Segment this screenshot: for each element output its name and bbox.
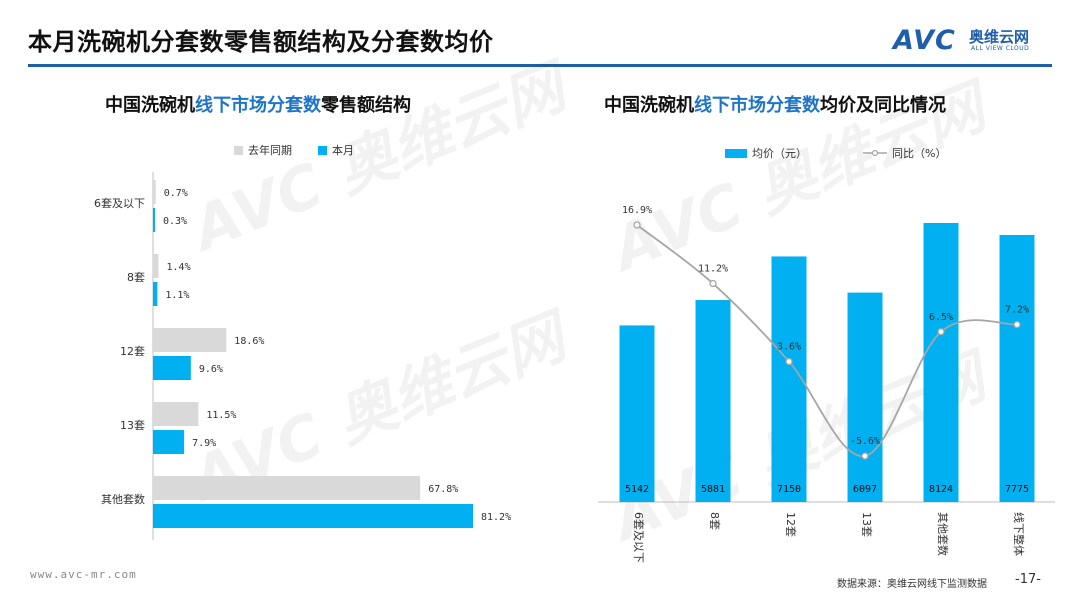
- right-title-part-3: 均价及同比情况: [820, 95, 946, 116]
- yoy-point: [937, 328, 945, 336]
- bar-last-year: [153, 402, 199, 426]
- bar-last-year: [153, 254, 159, 278]
- price-value-label: 5881: [701, 484, 725, 495]
- bar-this-month: [153, 208, 155, 232]
- bar-last-year: [153, 476, 421, 500]
- bar-this-month: [153, 282, 158, 306]
- price-value-label: 6097: [853, 484, 877, 495]
- legend-label-last-year: 去年同期: [248, 144, 292, 157]
- category-label: 其他套数: [936, 512, 949, 556]
- yoy-point: [1013, 320, 1021, 329]
- price-value-label: 5142: [625, 484, 649, 495]
- yoy-value-label: 3.6%: [777, 342, 801, 353]
- category-label: 13套: [860, 512, 873, 537]
- logo-chinese-name: 奥维云网: [969, 28, 1030, 46]
- yoy-point: [861, 452, 869, 460]
- category-label: 12套: [120, 345, 145, 358]
- right-title-part-2: 线下市场分套数: [694, 95, 820, 116]
- price-bar: [619, 325, 655, 502]
- category-label: 线下整体: [1012, 512, 1026, 556]
- legend-item-last-year: 去年同期: [234, 142, 292, 158]
- bar-last-year: [153, 328, 227, 352]
- bar-value-label: 81.2%: [481, 512, 511, 523]
- price-value-label: 7150: [777, 484, 801, 495]
- yoy-line: [636, 224, 1018, 457]
- logo-english-name: ALL VIEW CLOUD: [971, 45, 1030, 52]
- right-title-part-1: 中国洗碗机: [604, 95, 694, 116]
- yoy-point: [785, 357, 793, 366]
- legend-swatch-gray: [234, 145, 243, 155]
- left-chart-title: 中国洗碗机线下市场分套数零售额结构: [105, 91, 411, 117]
- bar-value-label: 1.1%: [165, 290, 189, 301]
- category-label: 其他套数: [101, 493, 145, 506]
- bar-value-label: 18.6%: [234, 336, 264, 347]
- bar-this-month: [153, 356, 191, 380]
- bar-value-label: 0.3%: [163, 216, 187, 227]
- legend-line-marker: [863, 149, 887, 157]
- legend-label-avg-price: 均价（元）: [752, 147, 807, 160]
- footer-url: www.avc-mr.com: [30, 568, 137, 581]
- legend-label-this-month: 本月: [332, 144, 354, 157]
- legend-label-yoy: 同比（%）: [892, 147, 947, 160]
- category-label: 12套: [784, 512, 797, 537]
- yoy-value-label: 7.2%: [1005, 305, 1029, 316]
- data-source-note: 数据来源：奥维云网线下监测数据: [837, 579, 987, 590]
- yoy-value-label: 11.2%: [698, 264, 728, 275]
- left-title-part-2: 线下市场分套数: [195, 95, 321, 116]
- price-value-label: 7775: [1005, 484, 1029, 495]
- page-number: -17-: [1015, 572, 1041, 587]
- bar-value-label: 11.5%: [206, 410, 236, 421]
- bar-value-label: 1.4%: [167, 262, 191, 273]
- category-label: 13套: [120, 419, 145, 432]
- legend-swatch-blue: [725, 148, 747, 158]
- bar-value-label: 9.6%: [199, 364, 223, 375]
- price-value-label: 8124: [929, 484, 953, 495]
- title-divider: [28, 64, 1052, 67]
- avc-logo: AVC 奥维云网 ALL VIEW CLOUD: [893, 25, 1053, 56]
- left-title-part-1: 中国洗碗机: [105, 95, 195, 116]
- logo-wordmark: AVC: [893, 25, 956, 56]
- legend-item-this-month: 本月: [318, 142, 354, 158]
- left-title-part-3: 零售额结构: [321, 95, 411, 116]
- price-bar: [923, 223, 959, 502]
- yoy-value-label: -5.6%: [850, 436, 880, 447]
- legend-item-avg-price: 均价（元）: [725, 145, 807, 161]
- legend-swatch-blue: [318, 145, 327, 155]
- category-label: 8套: [127, 271, 145, 284]
- yoy-point: [709, 279, 717, 288]
- category-label: 6套及以下: [632, 512, 645, 563]
- bar-value-label: 67.8%: [428, 484, 458, 495]
- price-bar: [999, 234, 1035, 502]
- price-bar: [847, 292, 883, 502]
- bar-last-year: [153, 180, 156, 204]
- page-title: 本月洗碗机分套数零售额结构及分套数均价: [28, 28, 494, 56]
- right-chart-legend: 均价（元） 同比（%）: [725, 145, 966, 161]
- yoy-value-label: 6.5%: [929, 312, 953, 323]
- bar-value-label: 7.9%: [192, 438, 216, 449]
- price-bar: [695, 300, 731, 502]
- yoy-value-label: 16.9%: [622, 205, 652, 216]
- left-chart-legend: 去年同期 本月: [234, 142, 374, 158]
- yoy-point: [633, 221, 641, 229]
- bar-value-label: 0.7%: [164, 188, 188, 199]
- legend-item-yoy: 同比（%）: [863, 145, 946, 161]
- category-label: 8套: [708, 512, 721, 530]
- category-label: 6套及以下: [94, 197, 145, 210]
- bar-this-month: [153, 430, 185, 454]
- bar-this-month: [153, 504, 473, 528]
- right-chart-title: 中国洗碗机线下市场分套数均价及同比情况: [604, 91, 946, 117]
